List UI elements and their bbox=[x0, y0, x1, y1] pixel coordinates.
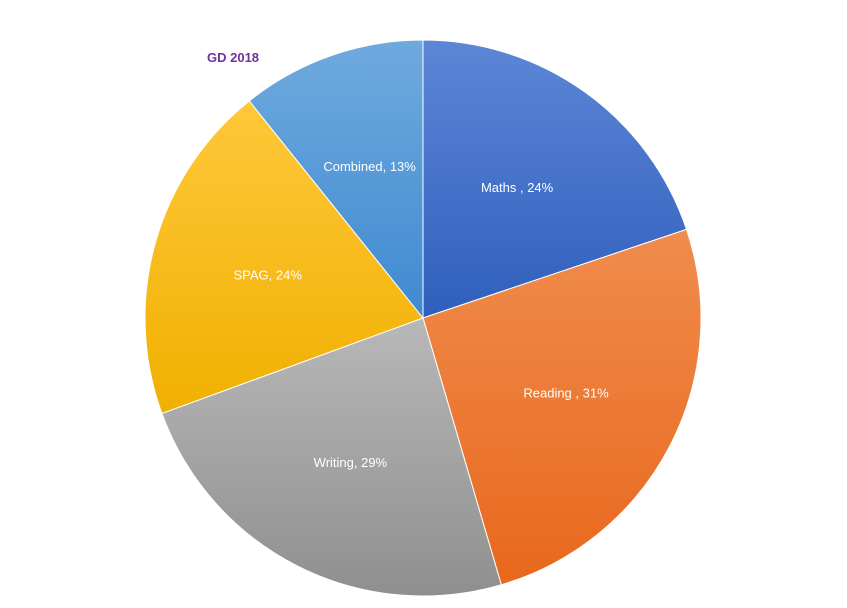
pie-slice-reading bbox=[422, 228, 702, 586]
pie-slice-spag bbox=[144, 100, 424, 415]
slice-label-combined: Combined, 13% bbox=[323, 159, 416, 174]
slice-label-writing: Writing, 29% bbox=[314, 455, 388, 470]
pie-slice-writing bbox=[161, 317, 502, 597]
slice-label-reading: Reading , 31% bbox=[523, 386, 609, 401]
pie-slice-combined bbox=[248, 39, 424, 320]
slice-label-maths: Maths , 24% bbox=[481, 180, 554, 195]
slice-label-spag: SPAG, 24% bbox=[233, 268, 302, 283]
pie-slice-maths bbox=[422, 39, 688, 319]
chart-title: GD 2018 bbox=[207, 50, 260, 65]
